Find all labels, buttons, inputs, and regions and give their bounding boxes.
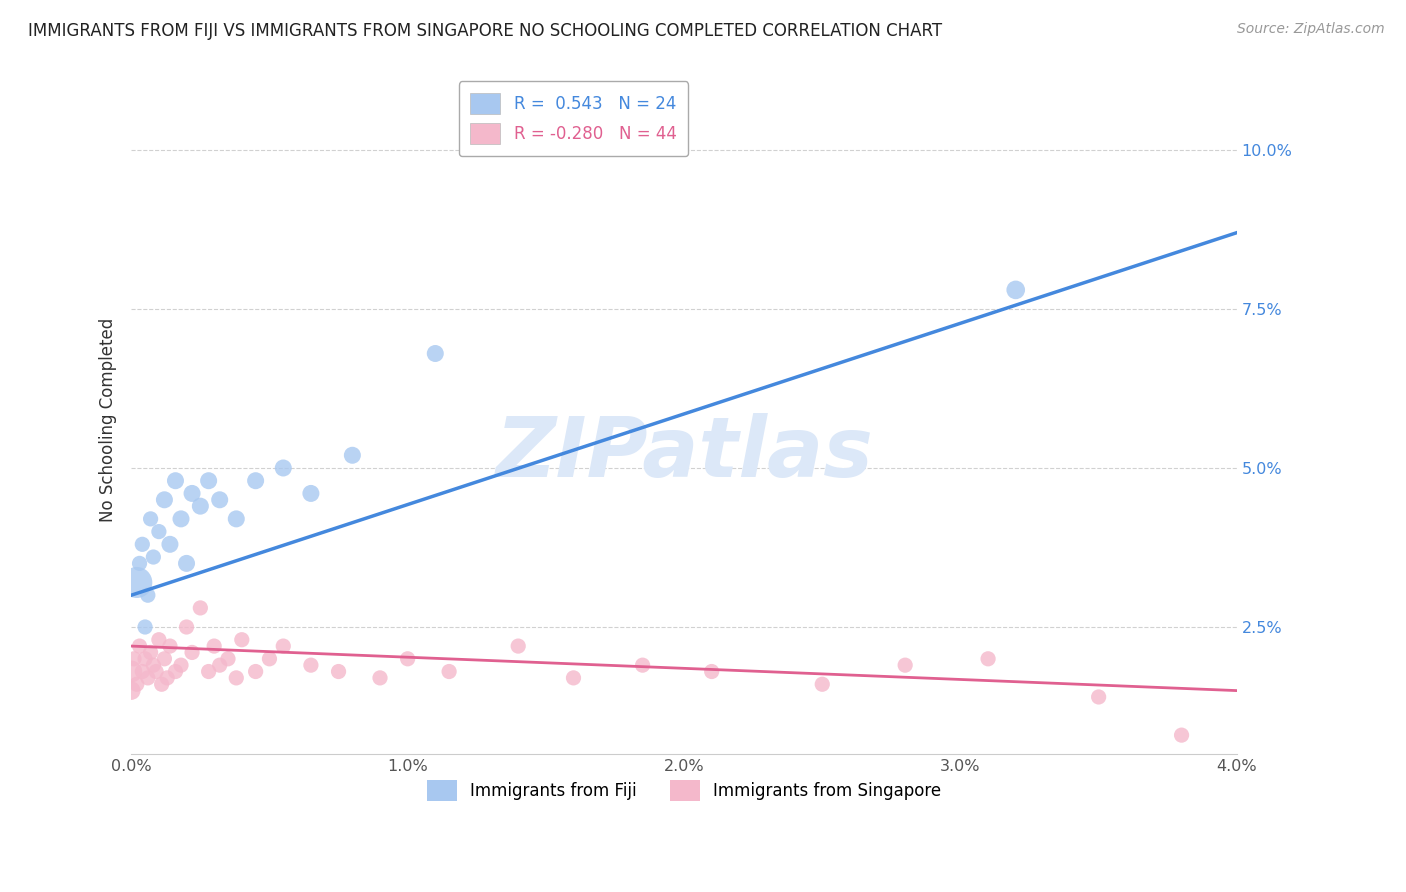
Point xyxy=(148,524,170,539)
Point xyxy=(271,461,294,475)
Point xyxy=(342,448,364,462)
Text: Source: ZipAtlas.com: Source: ZipAtlas.com xyxy=(1237,22,1385,37)
Point xyxy=(170,512,193,526)
Point xyxy=(136,588,159,602)
Point xyxy=(120,683,142,698)
Point xyxy=(225,512,247,526)
Point xyxy=(150,677,173,691)
Point xyxy=(1170,728,1192,742)
Point xyxy=(139,645,162,659)
Point xyxy=(368,671,391,685)
Point xyxy=(176,620,198,634)
Point xyxy=(811,677,834,691)
Point xyxy=(631,658,654,673)
Point xyxy=(128,557,150,571)
Point xyxy=(139,512,162,526)
Point xyxy=(188,601,211,615)
Text: ZIPatlas: ZIPatlas xyxy=(495,413,873,494)
Point xyxy=(202,639,225,653)
Point xyxy=(120,665,142,679)
Point xyxy=(142,658,165,673)
Y-axis label: No Schooling Completed: No Schooling Completed xyxy=(100,318,117,523)
Point xyxy=(299,486,322,500)
Point xyxy=(159,537,181,551)
Point xyxy=(1087,690,1109,704)
Point xyxy=(125,575,148,590)
Point xyxy=(181,645,204,659)
Point xyxy=(165,474,187,488)
Point xyxy=(700,665,723,679)
Point xyxy=(977,652,1000,666)
Point xyxy=(562,671,585,685)
Point xyxy=(131,537,153,551)
Point xyxy=(894,658,917,673)
Point xyxy=(170,658,193,673)
Point xyxy=(128,639,150,653)
Point xyxy=(156,671,179,685)
Point xyxy=(271,639,294,653)
Point xyxy=(122,652,145,666)
Point xyxy=(197,474,219,488)
Legend: Immigrants from Fiji, Immigrants from Singapore: Immigrants from Fiji, Immigrants from Si… xyxy=(415,768,953,813)
Point xyxy=(245,474,267,488)
Point xyxy=(299,658,322,673)
Point xyxy=(125,677,148,691)
Point xyxy=(217,652,239,666)
Point xyxy=(437,665,460,679)
Point xyxy=(159,639,181,653)
Point xyxy=(153,492,176,507)
Point xyxy=(245,665,267,679)
Point xyxy=(176,557,198,571)
Point xyxy=(396,652,419,666)
Point xyxy=(208,658,231,673)
Point xyxy=(225,671,247,685)
Point xyxy=(188,499,211,513)
Point xyxy=(153,652,176,666)
Point xyxy=(148,632,170,647)
Point xyxy=(259,652,281,666)
Point xyxy=(425,346,447,360)
Text: IMMIGRANTS FROM FIJI VS IMMIGRANTS FROM SINGAPORE NO SCHOOLING COMPLETED CORRELA: IMMIGRANTS FROM FIJI VS IMMIGRANTS FROM … xyxy=(28,22,942,40)
Point xyxy=(142,549,165,564)
Point xyxy=(134,652,156,666)
Point xyxy=(165,665,187,679)
Point xyxy=(197,665,219,679)
Point xyxy=(1004,283,1026,297)
Point xyxy=(328,665,350,679)
Point xyxy=(181,486,204,500)
Point xyxy=(231,632,253,647)
Point xyxy=(131,665,153,679)
Point xyxy=(145,665,167,679)
Point xyxy=(136,671,159,685)
Point xyxy=(508,639,530,653)
Point xyxy=(134,620,156,634)
Point xyxy=(208,492,231,507)
